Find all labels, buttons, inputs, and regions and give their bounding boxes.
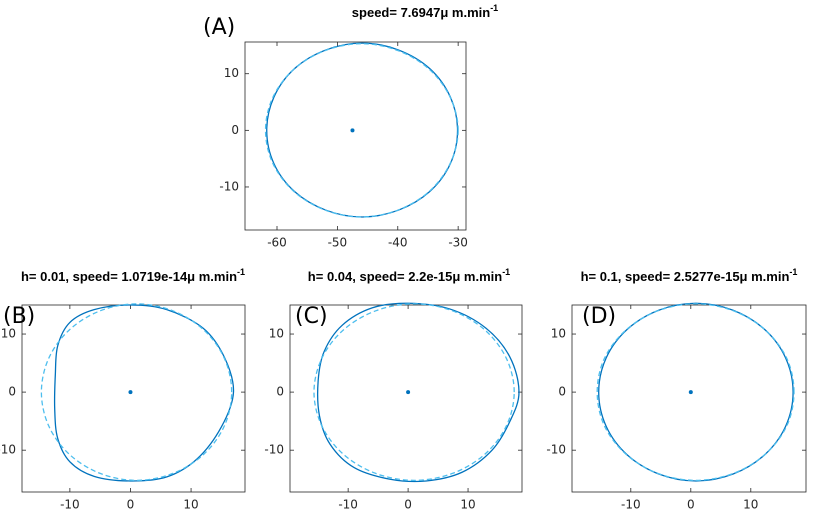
subplot: -60 -50 -40 -30 -10 0 10 speed= 7.6947μ m.min-1… (203, 3, 498, 250)
subplot: -10 0 10 -10 0 10 h= 0.04, speed= 2.2e-15μ m.m… (264, 267, 523, 512)
y-tick-label: 0 (276, 385, 284, 399)
x-tick-label: -50 (328, 236, 348, 250)
x-tick-label: -10 (621, 498, 641, 512)
title-text: h= 0.1, speed= 2.5277e-15μ m.min (581, 269, 790, 284)
panel-label: (A) (203, 15, 235, 40)
y-tick-label: -10 (219, 179, 239, 193)
y-tick-label: -10 (0, 443, 16, 457)
y-tick-label: -10 (264, 443, 284, 457)
title-text: h= 0.04, speed= 2.2e-15μ m.min (308, 269, 502, 284)
x-tick-label: -30 (448, 236, 468, 250)
chart-title: h= 0.04, speed= 2.2e-15μ m.min-1 (308, 267, 510, 284)
title-superscript: -1 (490, 3, 498, 13)
y-tick-label: 0 (8, 385, 16, 399)
chart-title: h= 0.01, speed= 1.0719e-14μ m.min-1 (21, 267, 245, 284)
chart-title: speed= 7.6947μ m.min-1 (352, 3, 498, 20)
title-superscript: -1 (502, 267, 510, 277)
subplot: -10 0 10 -10 0 10 h= 0.1, speed= 2.5277e-15μ m… (546, 267, 807, 512)
y-tick-label: 0 (558, 385, 566, 399)
x-tick-label: -10 (60, 498, 80, 512)
axes-box (244, 41, 467, 231)
y-tick-label: -10 (546, 443, 566, 457)
x-tick-label: 0 (687, 498, 695, 512)
x-tick-label: -10 (338, 498, 358, 512)
center-marker (406, 390, 411, 395)
y-tick-label: 0 (231, 123, 239, 137)
y-tick-label: 10 (1, 327, 16, 341)
x-tick-label: -60 (267, 236, 287, 250)
x-tick-label: 0 (404, 498, 412, 512)
x-tick-label: 10 (183, 498, 198, 512)
panel-label: (C) (295, 304, 328, 329)
x-tick-label: 10 (743, 498, 758, 512)
x-tick-label: 0 (127, 498, 135, 512)
outline-curve (53, 304, 235, 482)
center-marker (128, 390, 133, 395)
chart-title: h= 0.1, speed= 2.5277e-15μ m.min-1 (581, 267, 798, 284)
axes-box (571, 304, 807, 493)
x-tick-label: 10 (460, 498, 475, 512)
center-marker (688, 390, 693, 395)
y-tick-label: 10 (269, 327, 284, 341)
y-tick-label: 10 (551, 327, 566, 341)
title-superscript: -1 (789, 267, 797, 277)
panel-label: (D) (582, 304, 616, 329)
axes-box (289, 304, 523, 493)
title-text: speed= 7.6947μ m.min (352, 5, 490, 20)
outline-curve (313, 303, 515, 482)
title-superscript: -1 (237, 267, 245, 277)
y-tick-label: 10 (224, 66, 239, 80)
title-text: h= 0.01, speed= 1.0719e-14μ m.min (21, 269, 237, 284)
subplot: -10 0 10 -10 0 10 h= 0.01, speed= 1.0719e-14μ … (0, 267, 246, 512)
axes-box (21, 304, 246, 493)
panel-label: (B) (3, 304, 35, 329)
center-marker (350, 128, 355, 133)
outline-curve (596, 303, 795, 482)
outline-curve (266, 42, 459, 218)
outline-curve (317, 302, 520, 483)
x-tick-label: -40 (388, 236, 408, 250)
